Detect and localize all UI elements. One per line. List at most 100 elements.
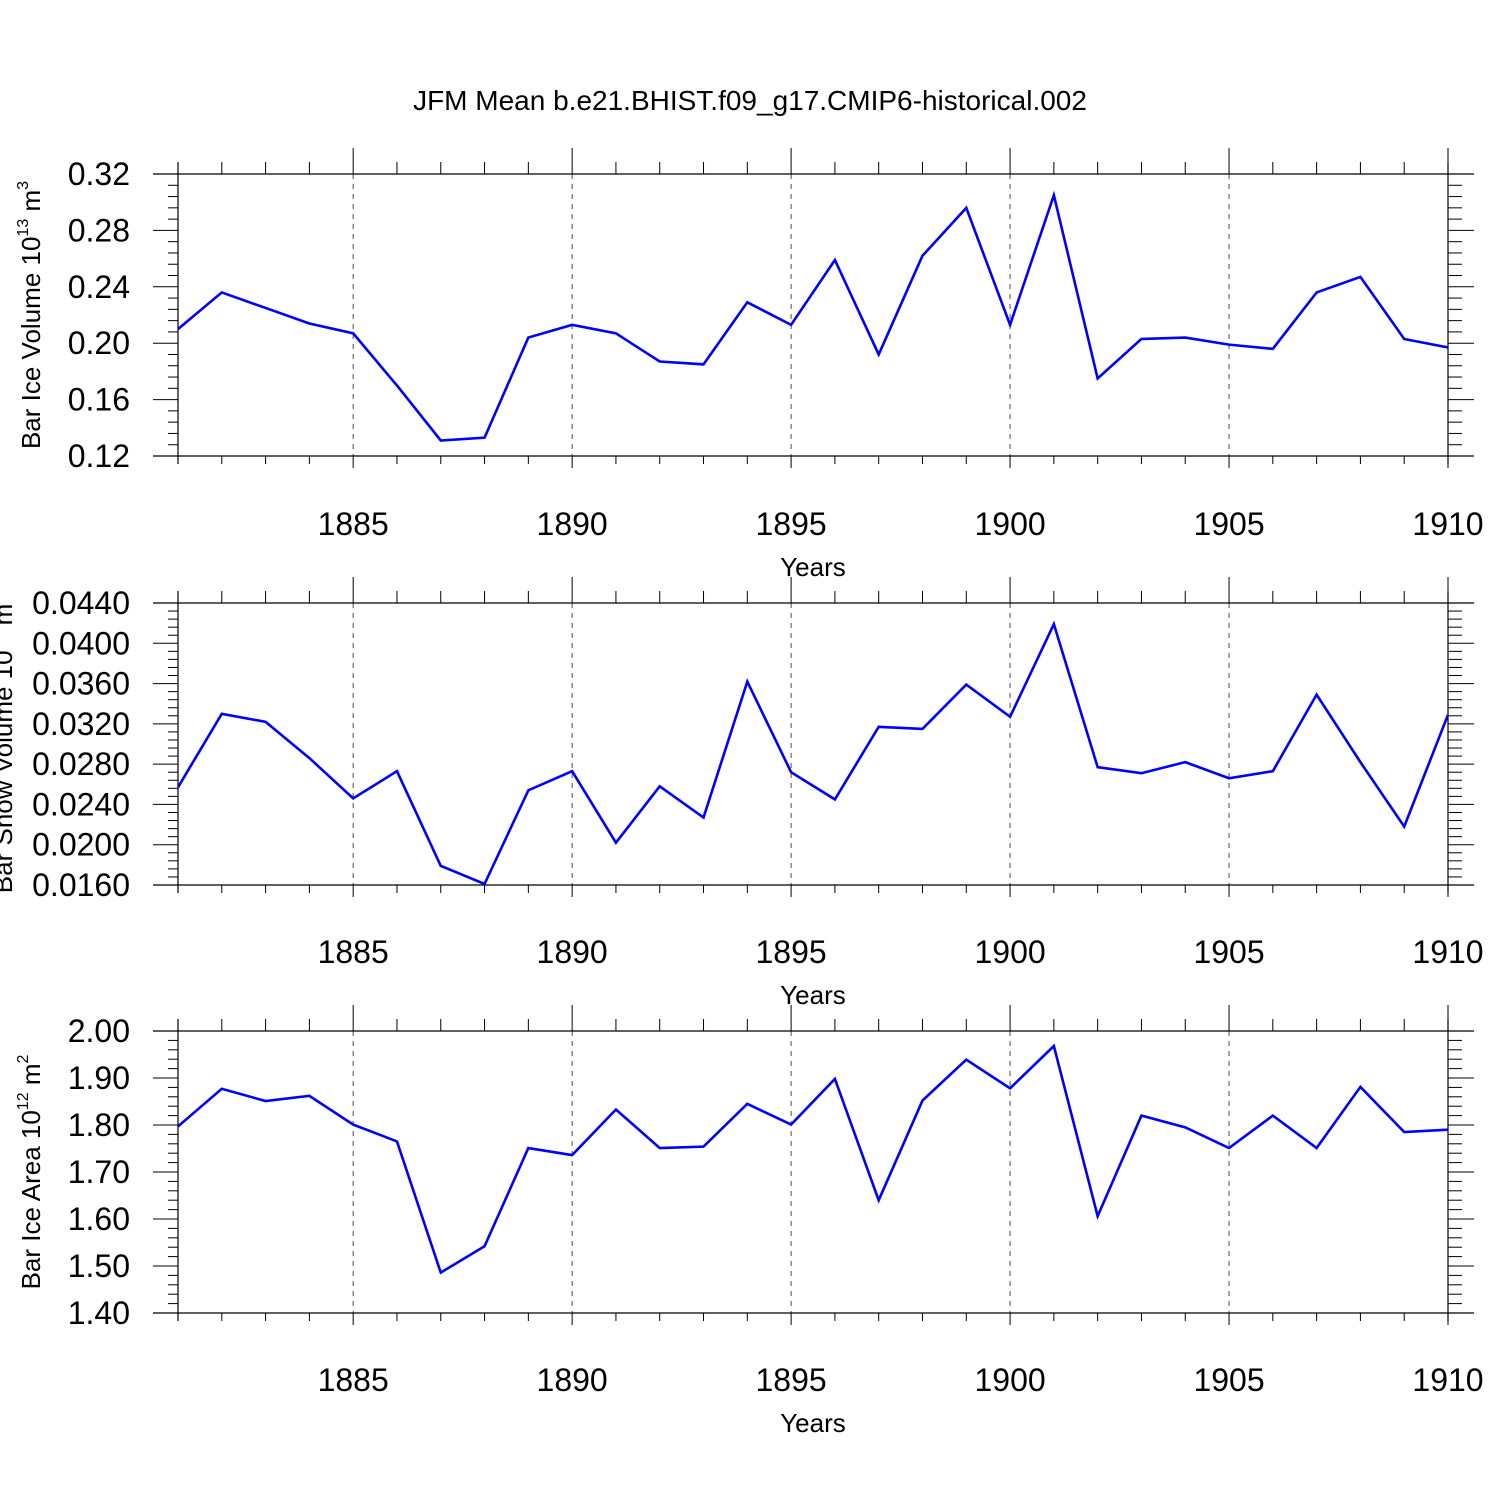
- data-point: [440, 865, 442, 867]
- data-point: [1140, 1115, 1142, 1117]
- data-point: [703, 817, 705, 819]
- data-point: [1403, 1131, 1405, 1133]
- data-point: [221, 713, 223, 715]
- data-point: [1009, 324, 1011, 326]
- data-point: [527, 337, 529, 339]
- data-point: [965, 1059, 967, 1061]
- xtick-label: 1910: [1412, 506, 1483, 542]
- data-point: [484, 883, 486, 885]
- y-axis-title: Bar Ice Volume 1013 m3: [15, 181, 46, 449]
- data-point: [571, 324, 573, 326]
- data-point: [440, 439, 442, 441]
- data-point: [615, 332, 617, 334]
- x-axis-title: Years: [780, 980, 846, 1010]
- xtick-label: 1910: [1412, 1362, 1483, 1398]
- data-point: [790, 771, 792, 773]
- xtick-label: 1890: [537, 1362, 608, 1398]
- xtick-label: 1885: [318, 506, 389, 542]
- data-point: [221, 291, 223, 293]
- x-axis-title: Years: [780, 552, 846, 582]
- data-point: [1184, 337, 1186, 339]
- data-point: [1097, 377, 1099, 379]
- ytick-label: 0.32: [68, 156, 130, 192]
- ytick-label: 0.0240: [32, 786, 130, 822]
- data-point: [1228, 344, 1230, 346]
- ytick-label: 0.0360: [32, 666, 130, 702]
- data-point: [265, 1100, 267, 1102]
- data-point: [878, 353, 880, 355]
- xtick-label: 1900: [974, 506, 1045, 542]
- data-point: [352, 1124, 354, 1126]
- data-point: [703, 363, 705, 365]
- panel-snow: 1885 1890 1895 1900 1905 1910 Years 0.0160 0.020…: [0, 577, 1484, 1010]
- data-point: [1228, 1147, 1230, 1149]
- data-point: [659, 785, 661, 787]
- data-point: [878, 726, 880, 728]
- ytick-label: 1.40: [68, 1295, 130, 1331]
- data-point: [177, 786, 179, 788]
- data-point: [352, 332, 354, 334]
- ytick-label: 0.0400: [32, 625, 130, 661]
- ytick-label: 1.90: [68, 1060, 130, 1096]
- data-point: [1316, 1147, 1318, 1149]
- data-point: [1228, 777, 1230, 779]
- data-point: [615, 842, 617, 844]
- data-point: [746, 1103, 748, 1105]
- data-point: [965, 207, 967, 209]
- data-point: [1359, 276, 1361, 278]
- data-point: [790, 1124, 792, 1126]
- data-point: [1403, 826, 1405, 828]
- xtick-label: 1895: [756, 1362, 827, 1398]
- xtick-label: 1890: [537, 506, 608, 542]
- data-point: [834, 798, 836, 800]
- data-point: [1184, 1126, 1186, 1128]
- data-point: [440, 1272, 442, 1274]
- data-point: [1359, 1086, 1361, 1088]
- xtick-label: 1900: [974, 934, 1045, 970]
- series-line: [178, 620, 1448, 886]
- ytick-label: 0.28: [68, 212, 130, 248]
- data-point: [1447, 1129, 1449, 1131]
- data-point: [1009, 716, 1011, 718]
- data-point: [921, 1100, 923, 1102]
- ytick-label: 0.0320: [32, 706, 130, 742]
- panel-volume: 1885 1890 1895 1900 1905 1910 Years 0.12 0.16 0.2…: [15, 148, 1484, 582]
- data-point: [1316, 694, 1318, 696]
- data-point: [1403, 338, 1405, 340]
- series-line: [178, 1043, 1448, 1275]
- panel-area: 1885 1890 1895 1900 1905 1910 Years 1.40 1.50 1.6…: [15, 1005, 1484, 1438]
- data-point: [1140, 338, 1142, 340]
- data-point: [1447, 714, 1449, 716]
- ytick-label: 0.0280: [32, 746, 130, 782]
- ytick-label: 0.16: [68, 382, 130, 418]
- data-point: [1359, 761, 1361, 763]
- data-point: [571, 770, 573, 772]
- ytick-label: 1.60: [68, 1201, 130, 1237]
- ytick-label: 1.50: [68, 1248, 130, 1284]
- xtick-label: 1900: [974, 1362, 1045, 1398]
- y-axis-title: Bar Ice Area 1012 m2: [15, 1054, 46, 1289]
- data-point: [177, 1125, 179, 1127]
- xtick-label: 1885: [318, 1362, 389, 1398]
- data-point: [1272, 348, 1274, 350]
- xtick-label: 1905: [1193, 1362, 1264, 1398]
- data-point: [352, 797, 354, 799]
- ytick-label: 0.0440: [32, 585, 130, 621]
- data-point: [878, 1199, 880, 1201]
- data-point: [396, 385, 398, 387]
- panels: 1885 1890 1895 1900 1905 1910 Years 0.12 0.16 0.2…: [0, 148, 1484, 1438]
- xtick-label: 1910: [1412, 934, 1483, 970]
- data-point: [1272, 770, 1274, 772]
- data-point: [527, 1147, 529, 1149]
- data-point: [265, 307, 267, 309]
- data-point: [308, 1095, 310, 1097]
- data-point: [834, 259, 836, 261]
- data-point: [527, 789, 529, 791]
- data-point: [308, 322, 310, 324]
- data-point: [571, 1154, 573, 1156]
- xtick-label: 1905: [1193, 506, 1264, 542]
- data-point: [484, 1245, 486, 1247]
- data-point: [1184, 761, 1186, 763]
- ytick-label: 1.70: [68, 1154, 130, 1190]
